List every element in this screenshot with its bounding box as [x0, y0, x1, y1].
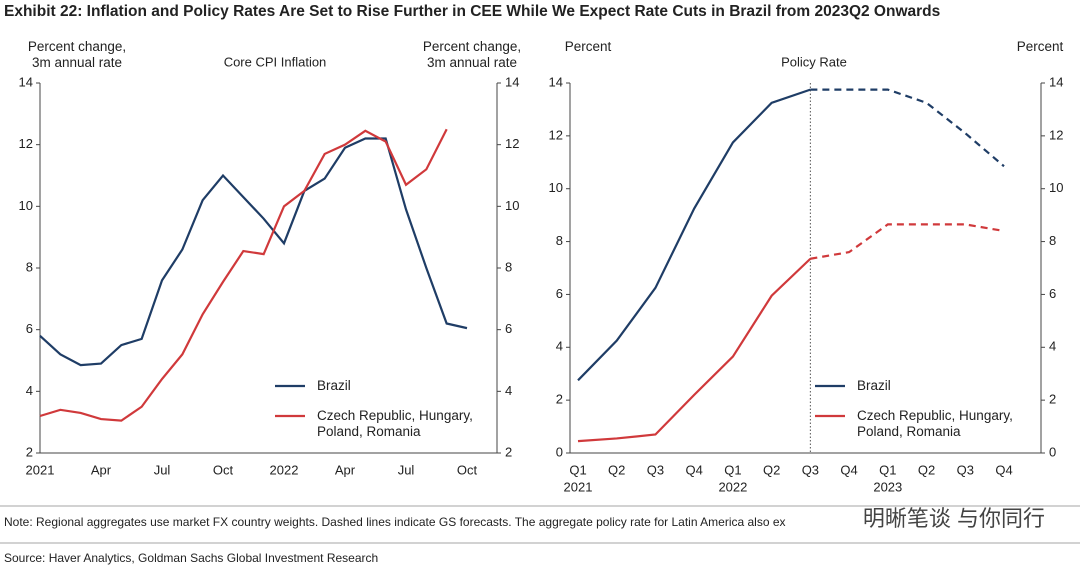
x-tick-label: Apr — [91, 462, 112, 477]
source: Source: Haver Analytics, Goldman Sachs G… — [4, 551, 378, 565]
series-line — [577, 257, 812, 443]
x-year-label: 2021 — [564, 479, 593, 494]
x-tick-label: Oct — [457, 462, 478, 477]
x-tick-label: 2022 — [270, 462, 299, 477]
y2-tick-label: 10 — [1049, 180, 1063, 195]
y-axis-label: Percent change, 3m annual rate — [27, 39, 127, 70]
x-year-label: 2023 — [873, 479, 902, 494]
y-tick-label: 8 — [26, 259, 33, 274]
y-tick-label: 6 — [26, 321, 33, 336]
series-line — [810, 223, 1005, 260]
x-tick-label: Q2 — [608, 462, 625, 477]
legend-label: Czech Republic, Hungary, Poland, Romania — [317, 408, 473, 439]
x-tick-label: Q1 — [879, 462, 896, 477]
y-tick-label: 12 — [549, 127, 563, 142]
y-tick-label: 4 — [26, 383, 33, 398]
panel-title: Policy Rate — [781, 54, 847, 69]
y-tick-label: 2 — [26, 444, 33, 459]
series-line — [39, 128, 448, 422]
x-year-label: 2022 — [718, 479, 747, 494]
y-tick-label: 8 — [556, 233, 563, 248]
exhibit-title: Exhibit 22: Inflation and Policy Rates A… — [4, 3, 940, 20]
series-line — [810, 88, 1005, 168]
x-tick-label: Q3 — [957, 462, 974, 477]
x-tick-label: Q4 — [840, 462, 857, 477]
y2-tick-label: 4 — [1049, 339, 1056, 354]
legend-label: Brazil — [317, 378, 351, 393]
y-tick-label: 14 — [19, 74, 33, 89]
panel-title: Core CPI Inflation — [224, 54, 327, 69]
y2-tick-label: 2 — [1049, 392, 1056, 407]
y2-tick-label: 8 — [505, 259, 512, 274]
x-tick-label: Oct — [213, 462, 234, 477]
note: Note: Regional aggregates use market FX … — [4, 515, 786, 529]
x-tick-label: Q3 — [647, 462, 664, 477]
x-tick-label: 2021 — [26, 462, 55, 477]
y2-tick-label: 4 — [505, 383, 512, 398]
y-tick-label: 10 — [549, 180, 563, 195]
x-tick-label: Q3 — [802, 462, 819, 477]
y2-tick-label: 12 — [1049, 127, 1063, 142]
x-tick-label: Jul — [154, 462, 171, 477]
x-tick-label: Q4 — [686, 462, 703, 477]
x-tick-label: Q1 — [569, 462, 586, 477]
y2-tick-label: 12 — [505, 136, 519, 151]
y-tick-label: 12 — [19, 136, 33, 151]
legend-label: Czech Republic, Hungary, Poland, Romania — [857, 408, 1013, 439]
y2-tick-label: 14 — [1049, 74, 1063, 89]
y-tick-label: 4 — [556, 339, 563, 354]
y-tick-label: 10 — [19, 198, 33, 213]
y2-axis-label: Percent — [1016, 39, 1064, 54]
series-line — [577, 88, 811, 382]
y2-tick-label: 10 — [505, 198, 519, 213]
y-tick-label: 0 — [556, 444, 563, 459]
y2-tick-label: 0 — [1049, 444, 1056, 459]
y2-tick-label: 2 — [505, 444, 512, 459]
x-tick-label: Jul — [398, 462, 415, 477]
y-tick-label: 14 — [549, 74, 563, 89]
y2-axis-label: Percent change, 3m annual rate — [422, 39, 522, 70]
series-line — [39, 137, 468, 367]
x-tick-label: Q2 — [763, 462, 780, 477]
y2-tick-label: 6 — [505, 321, 512, 336]
watermark: 明晰笔谈 与你同行 — [863, 506, 1045, 531]
x-tick-label: Q1 — [724, 462, 741, 477]
y2-tick-label: 14 — [505, 74, 519, 89]
y-axis-label: Percent — [564, 39, 612, 54]
x-tick-label: Q2 — [918, 462, 935, 477]
legend-label: Brazil — [857, 378, 891, 393]
y2-tick-label: 6 — [1049, 286, 1056, 301]
y-tick-label: 6 — [556, 286, 563, 301]
y2-tick-label: 8 — [1049, 233, 1056, 248]
y-tick-label: 2 — [556, 392, 563, 407]
x-tick-label: Apr — [335, 462, 356, 477]
x-tick-label: Q4 — [995, 462, 1012, 477]
